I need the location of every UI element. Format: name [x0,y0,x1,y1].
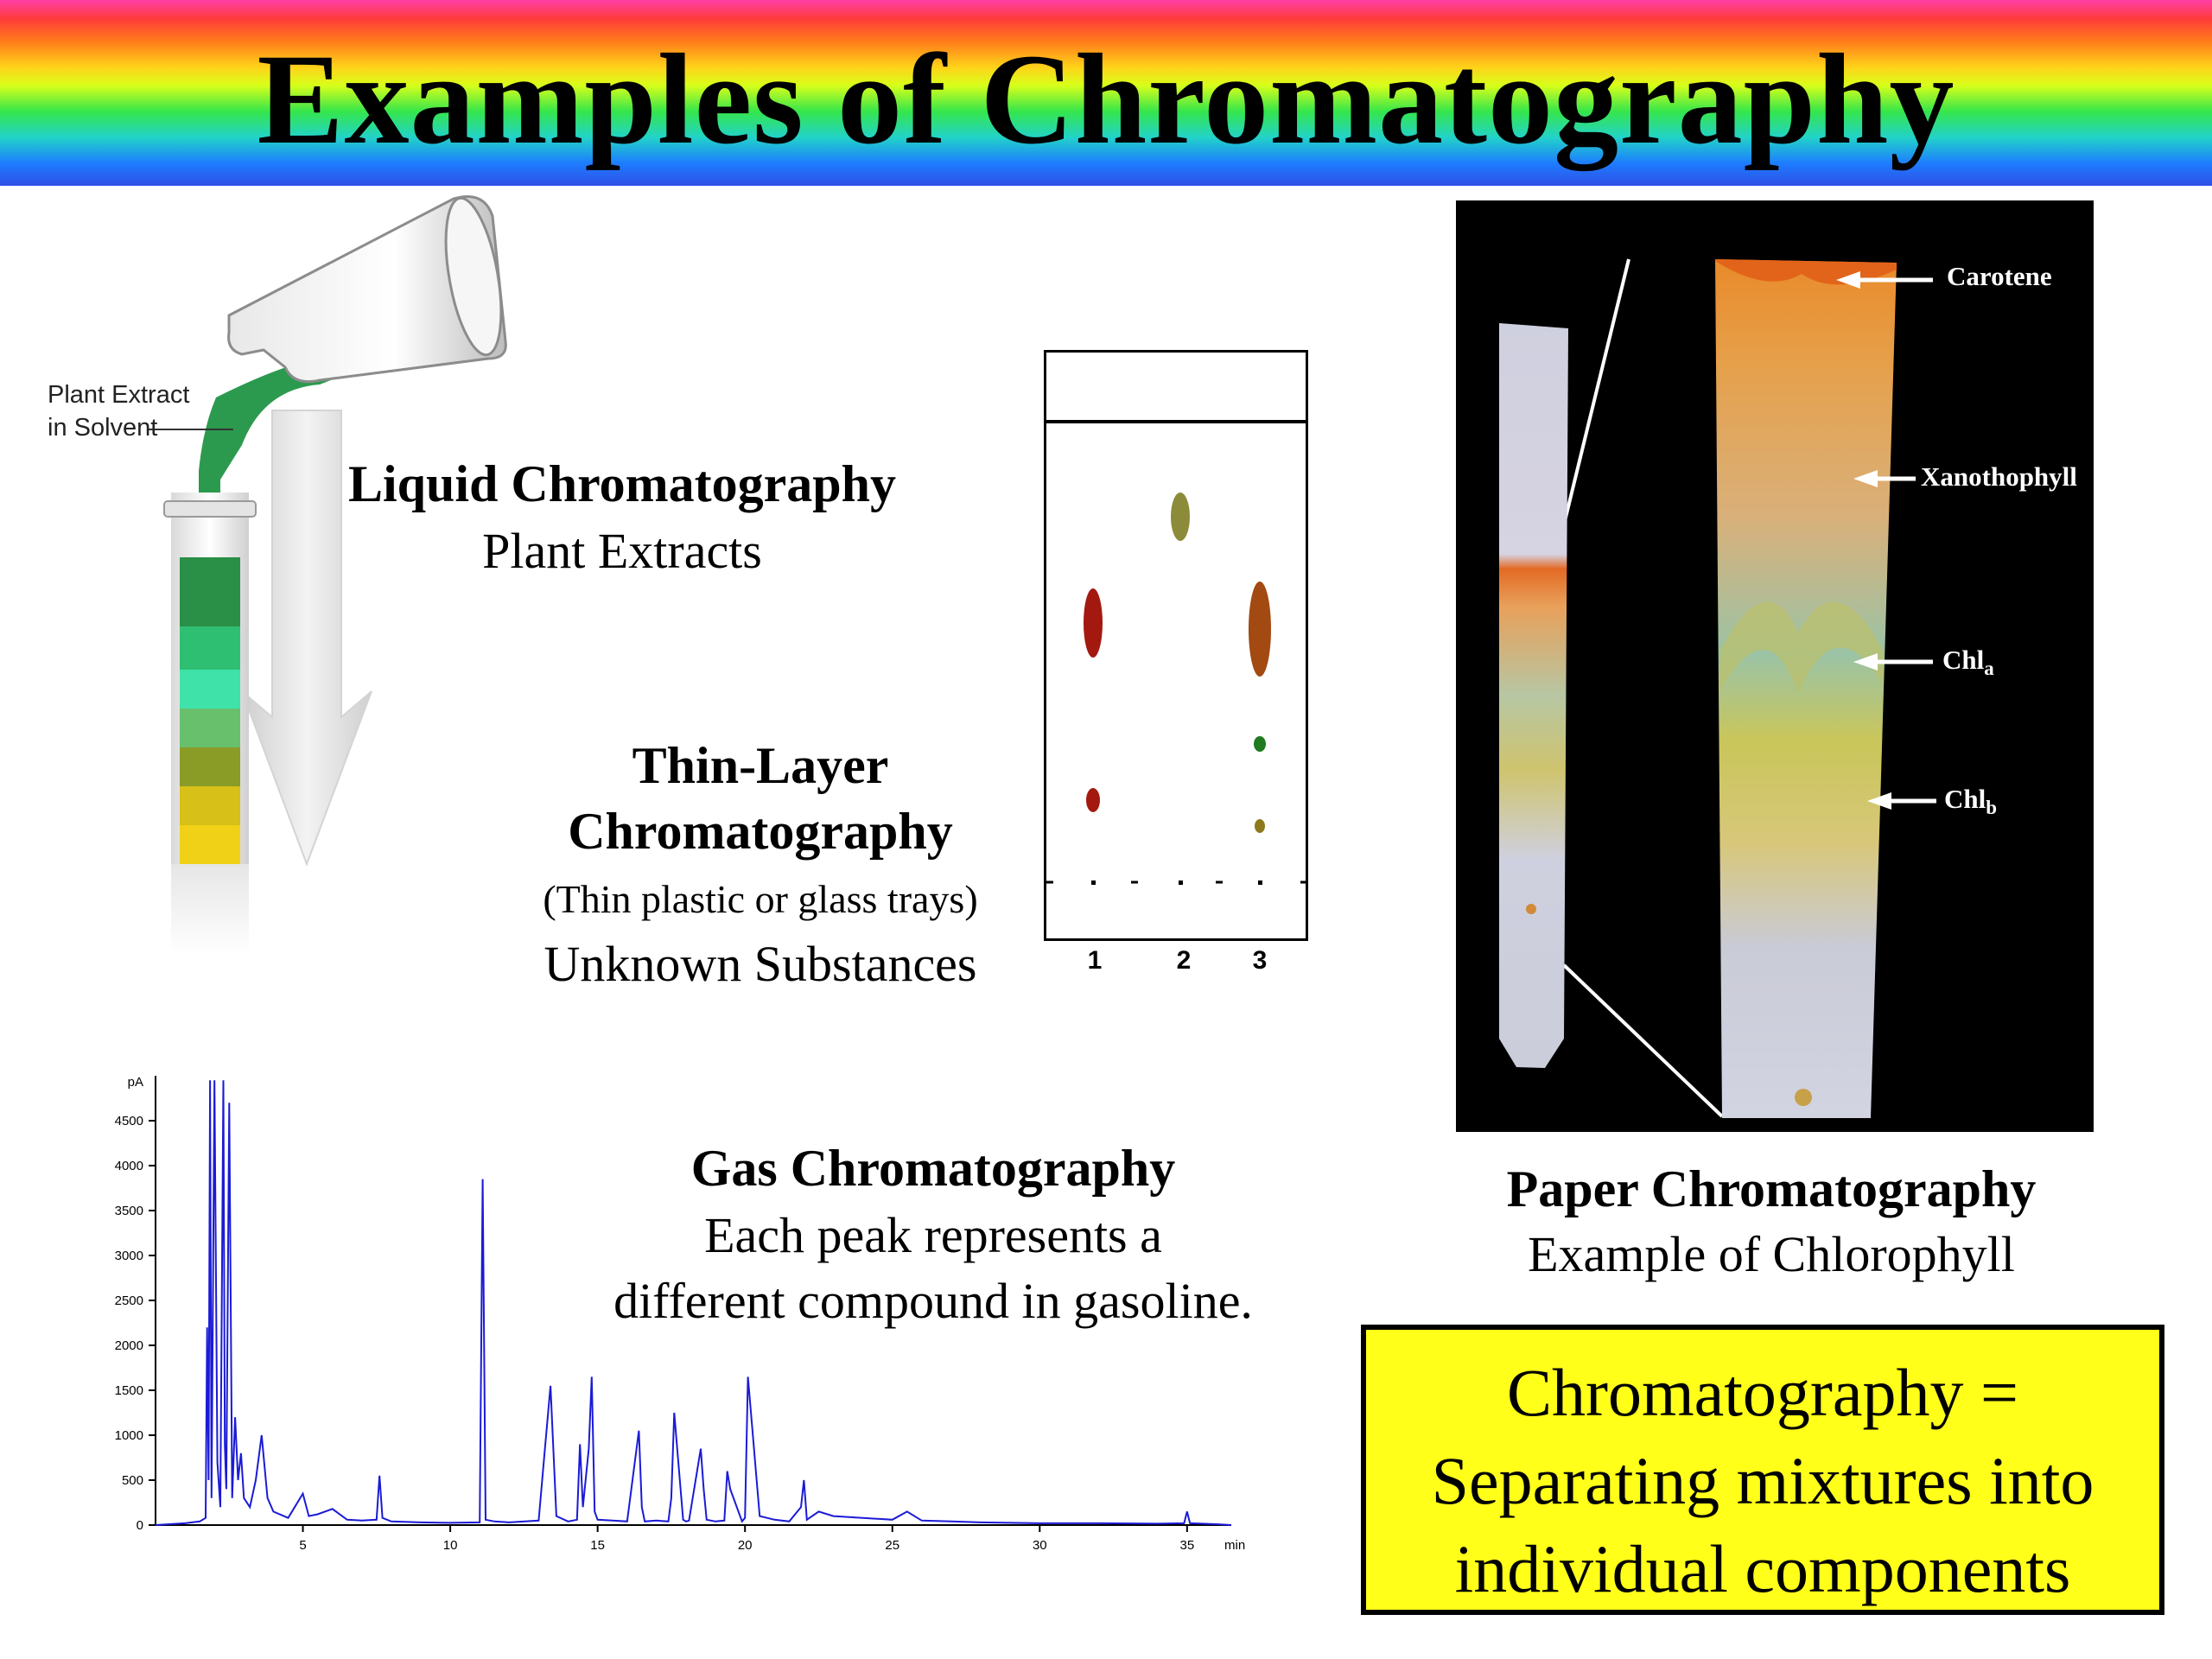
paper-chromatography-heading: Paper Chromatography [1506,1160,2037,1217]
x-tick-label: 10 [443,1538,458,1553]
x-axis-label: min [1224,1538,1245,1553]
summary-line: Separating mixtures into [1431,1443,2094,1518]
tube-rim [163,500,257,518]
x-tick-label: 20 [738,1538,753,1553]
tlc-spot [1086,788,1100,812]
tlc-spot [1249,582,1271,677]
y-tick-label: 4000 [115,1159,143,1173]
flow-arrow [241,410,372,867]
x-tick-label: 25 [885,1538,899,1553]
tlc-spot [1255,819,1265,833]
gas-caption-line1: Each peak represents a [704,1207,1162,1263]
plant-extract-label: Plant Extract in Solvent [48,381,190,442]
paper-strip-small [1499,323,1568,1068]
tlc-heading-line1: Thin-Layer [632,737,889,794]
tlc-note: (Thin plastic or glass trays) [543,877,978,921]
summary-line: individual components [1454,1531,2071,1606]
tlc-spot [1084,588,1103,658]
band-label: Chla [1942,645,1994,680]
series-line [155,1080,1232,1526]
page-title: Examples of Chromatography [257,28,1955,171]
tlc-heading-line2: Chromatography [568,803,953,860]
summary-line: Chromatography = [1506,1355,2019,1430]
paper-chromatography-photo: Carotene Xanothophyll Chla Chlb [1456,200,2094,1132]
y-tick-label: 2000 [115,1338,143,1353]
tlc-lane-label: 2 [1176,946,1192,975]
tlc-lane-label: 3 [1252,946,1268,975]
y-tick-label: 2500 [115,1294,143,1308]
liquid-chromatography-caption: Plant Extracts [482,523,762,579]
tlc-caption: Unknown Substances [543,936,977,992]
title-banner [0,0,2212,186]
tlc-lane-label: 1 [1087,946,1103,975]
liquid-chromatography-heading: Liquid Chromatography [347,455,897,512]
pouring-beaker [227,195,507,384]
y-tick-label: 1000 [115,1428,143,1443]
paper-caption: Example of Chlorophyll [1528,1226,2015,1282]
y-tick-label: 3500 [115,1204,143,1218]
y-tick-label: 500 [122,1473,143,1488]
gas-chromatography-heading: Gas Chromatography [690,1140,1176,1197]
summary-box: Chromatography = Separating mixtures int… [1361,1325,2164,1615]
y-tick-label: 0 [137,1518,143,1533]
x-tick-label: 35 [1179,1538,1194,1553]
x-tick-label: 30 [1033,1538,1047,1553]
y-tick-label: 4500 [115,1114,143,1128]
band-label: Carotene [1947,261,2052,291]
tlc-spot [1171,493,1190,541]
liquid-chromatography-illustration [147,195,507,955]
gas-caption-line2: different compound in gasoline. [613,1273,1253,1329]
x-tick-label: 5 [299,1538,306,1553]
y-tick-label: 1500 [115,1383,143,1398]
gas-chromatogram-chart: 0 500 1000 1500 2000 2500 3000 3500 4000 4500 5 10 1… [115,1075,1246,1553]
y-tick-label: 3000 [115,1249,143,1263]
x-tick-label: 15 [590,1538,605,1553]
solvent-stream [199,357,363,557]
band-label: Xanothophyll [1921,461,2077,492]
tlc-plate [1044,350,1308,941]
band-label: Chlb [1944,784,1998,819]
tlc-spot [1254,736,1266,752]
paper-strip-enlarged [1715,259,1897,1118]
y-axis-label: pA [128,1075,143,1090]
